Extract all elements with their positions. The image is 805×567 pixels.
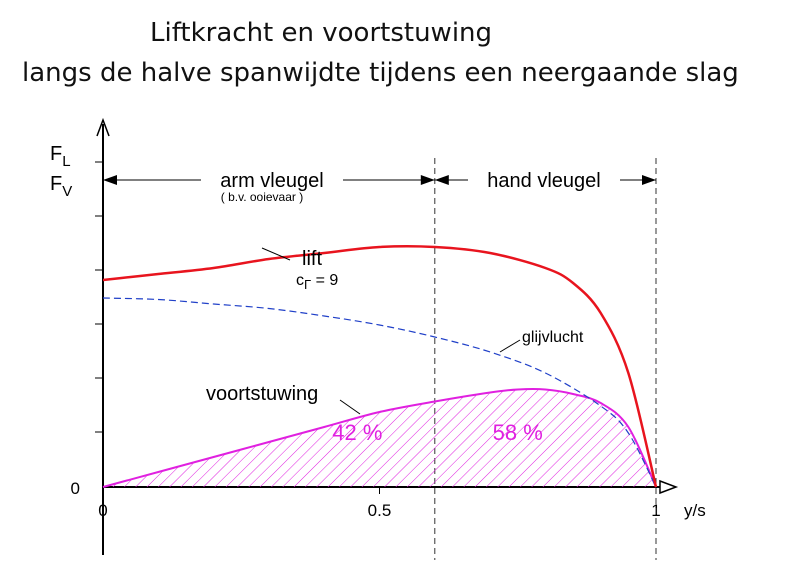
region-arm-arrow-left: [103, 175, 117, 185]
y-zero-label: 0: [71, 479, 80, 498]
y-axis-arrow: [96, 117, 110, 137]
x-axis-arrow: [659, 479, 679, 495]
glide-line: [102, 297, 657, 488]
x-tick-label: 0.5: [368, 501, 392, 520]
propulsion-area: [103, 389, 656, 487]
y-axis-label-propulsion: FV: [50, 173, 72, 200]
region-note-arm: ( b.v. ooievaar ): [221, 190, 303, 204]
chart-title: Liftkracht en voortstuwing: [150, 18, 493, 48]
lift-label: lift: [302, 248, 322, 270]
region-label-arm-bg: [201, 168, 343, 192]
chart-subtitle: langs de halve spanwijdte tijdens een ne…: [22, 58, 739, 88]
region-label-hand: hand vleugel: [487, 170, 600, 192]
region-label-hand-bg: [468, 168, 620, 192]
lift-line: [102, 245, 658, 488]
propulsion-label: voortstuwing: [206, 383, 318, 405]
area-percent-label: 58 %: [493, 420, 543, 445]
region-arm-arrow-right: [420, 175, 435, 185]
y-axis-label-lift: FL: [50, 143, 71, 170]
lift-annotation: cΓ = 9: [296, 272, 338, 292]
x-axis-label: y/s: [684, 501, 706, 520]
region-label-arm: arm vleugel: [220, 170, 323, 192]
region-hand-arrow-left: [434, 175, 449, 185]
region-hand-arrow-right: [642, 175, 656, 185]
glide-label: glijvlucht: [522, 329, 584, 346]
glide-leader: [499, 339, 521, 353]
x-tick-label: 0: [98, 501, 107, 520]
propulsion-line: [102, 388, 657, 488]
area-percent-label: 42 %: [332, 420, 382, 445]
lift-leader: [261, 247, 291, 261]
propulsion-leader: [339, 399, 361, 415]
